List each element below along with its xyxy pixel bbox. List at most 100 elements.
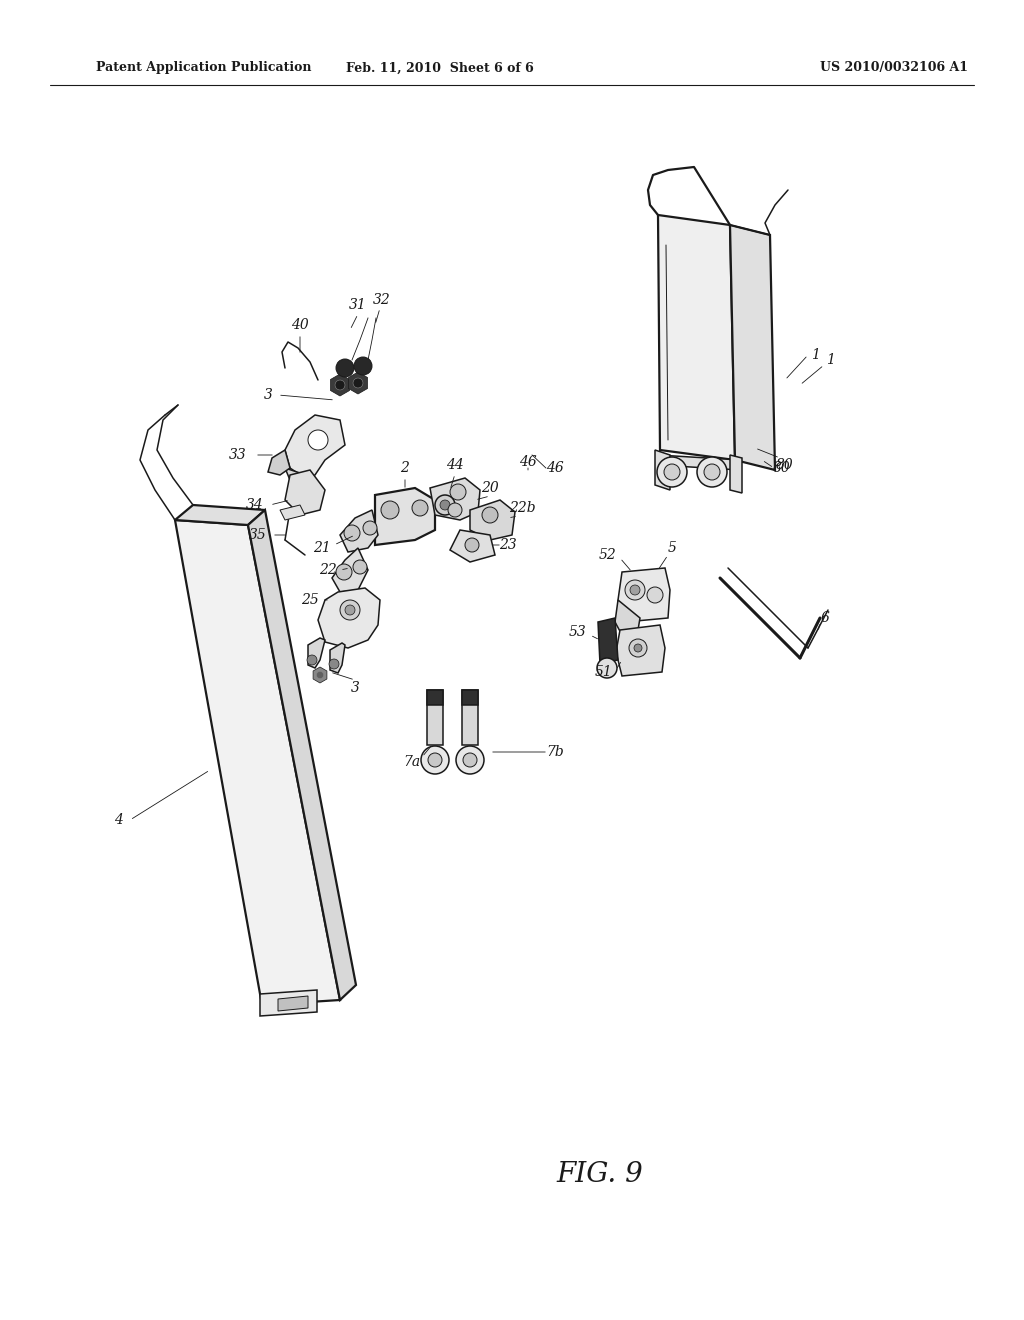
Text: 5: 5: [668, 541, 677, 554]
Circle shape: [449, 503, 462, 517]
Text: US 2010/0032106 A1: US 2010/0032106 A1: [820, 62, 968, 74]
Circle shape: [456, 746, 484, 774]
Circle shape: [428, 752, 442, 767]
Text: 51: 51: [595, 665, 613, 678]
Polygon shape: [313, 667, 327, 682]
Text: 23: 23: [499, 539, 517, 552]
Text: 80: 80: [773, 461, 791, 475]
Circle shape: [307, 655, 317, 665]
Text: 33: 33: [229, 447, 247, 462]
Polygon shape: [332, 548, 368, 591]
Text: 22b: 22b: [509, 502, 536, 515]
Circle shape: [664, 465, 680, 480]
Text: 31: 31: [349, 298, 367, 312]
Text: 21: 21: [313, 541, 331, 554]
Circle shape: [450, 484, 466, 500]
Circle shape: [344, 525, 360, 541]
Circle shape: [634, 644, 642, 652]
Polygon shape: [427, 690, 443, 705]
Circle shape: [463, 752, 477, 767]
Polygon shape: [330, 643, 345, 673]
Text: 53: 53: [569, 624, 587, 639]
Circle shape: [647, 587, 663, 603]
Text: 40: 40: [291, 318, 309, 333]
Polygon shape: [615, 601, 640, 635]
Circle shape: [435, 495, 455, 515]
Text: 3: 3: [263, 388, 272, 403]
Polygon shape: [618, 568, 670, 622]
Polygon shape: [260, 990, 317, 1016]
Polygon shape: [655, 450, 670, 490]
Text: 80: 80: [776, 458, 794, 473]
Circle shape: [329, 659, 339, 669]
Polygon shape: [348, 372, 368, 393]
Circle shape: [482, 507, 498, 523]
Polygon shape: [175, 520, 340, 1005]
Polygon shape: [430, 478, 480, 520]
Circle shape: [657, 457, 687, 487]
Circle shape: [421, 746, 449, 774]
Circle shape: [353, 378, 362, 388]
Polygon shape: [285, 469, 315, 490]
Text: 44: 44: [446, 458, 464, 473]
Text: 3: 3: [350, 681, 359, 696]
Polygon shape: [331, 374, 349, 396]
Polygon shape: [285, 414, 345, 478]
Text: 52: 52: [599, 548, 616, 562]
Circle shape: [697, 457, 727, 487]
Polygon shape: [730, 224, 775, 470]
Circle shape: [353, 560, 367, 574]
Circle shape: [597, 657, 617, 678]
Polygon shape: [730, 455, 742, 492]
Polygon shape: [427, 690, 443, 744]
Polygon shape: [658, 215, 735, 459]
Polygon shape: [470, 500, 515, 540]
Circle shape: [336, 564, 352, 579]
Text: Patent Application Publication: Patent Application Publication: [96, 62, 311, 74]
Text: 7b: 7b: [546, 744, 564, 759]
Text: 2: 2: [400, 461, 410, 475]
Circle shape: [625, 579, 645, 601]
Circle shape: [362, 521, 377, 535]
Circle shape: [336, 359, 354, 378]
Text: 32: 32: [373, 293, 391, 308]
Text: 25: 25: [301, 593, 318, 607]
Polygon shape: [462, 690, 478, 744]
Polygon shape: [375, 488, 435, 545]
Text: 7a: 7a: [403, 755, 421, 770]
Polygon shape: [308, 638, 325, 668]
Circle shape: [630, 585, 640, 595]
Circle shape: [316, 672, 324, 678]
Polygon shape: [268, 450, 290, 475]
Circle shape: [705, 465, 720, 480]
Text: 46: 46: [519, 455, 537, 469]
Circle shape: [440, 500, 450, 510]
Polygon shape: [658, 455, 740, 470]
Polygon shape: [462, 690, 478, 705]
Polygon shape: [280, 506, 305, 520]
Polygon shape: [450, 531, 495, 562]
Text: 4: 4: [114, 813, 123, 828]
Polygon shape: [285, 470, 325, 515]
Polygon shape: [318, 587, 380, 648]
Circle shape: [308, 430, 328, 450]
Circle shape: [412, 500, 428, 516]
Circle shape: [340, 601, 360, 620]
Polygon shape: [175, 506, 265, 525]
Text: 22: 22: [319, 564, 337, 577]
Polygon shape: [278, 997, 308, 1011]
Text: FIG. 9: FIG. 9: [557, 1162, 643, 1188]
Polygon shape: [616, 624, 665, 676]
Text: 1: 1: [811, 348, 819, 362]
Circle shape: [335, 380, 345, 389]
Text: 20: 20: [481, 480, 499, 495]
Circle shape: [354, 356, 372, 375]
Circle shape: [629, 639, 647, 657]
Text: 35: 35: [249, 528, 267, 543]
Circle shape: [465, 539, 479, 552]
Polygon shape: [248, 510, 356, 1001]
Circle shape: [345, 605, 355, 615]
Text: Feb. 11, 2010  Sheet 6 of 6: Feb. 11, 2010 Sheet 6 of 6: [346, 62, 534, 74]
Polygon shape: [598, 618, 618, 664]
Polygon shape: [340, 510, 378, 552]
